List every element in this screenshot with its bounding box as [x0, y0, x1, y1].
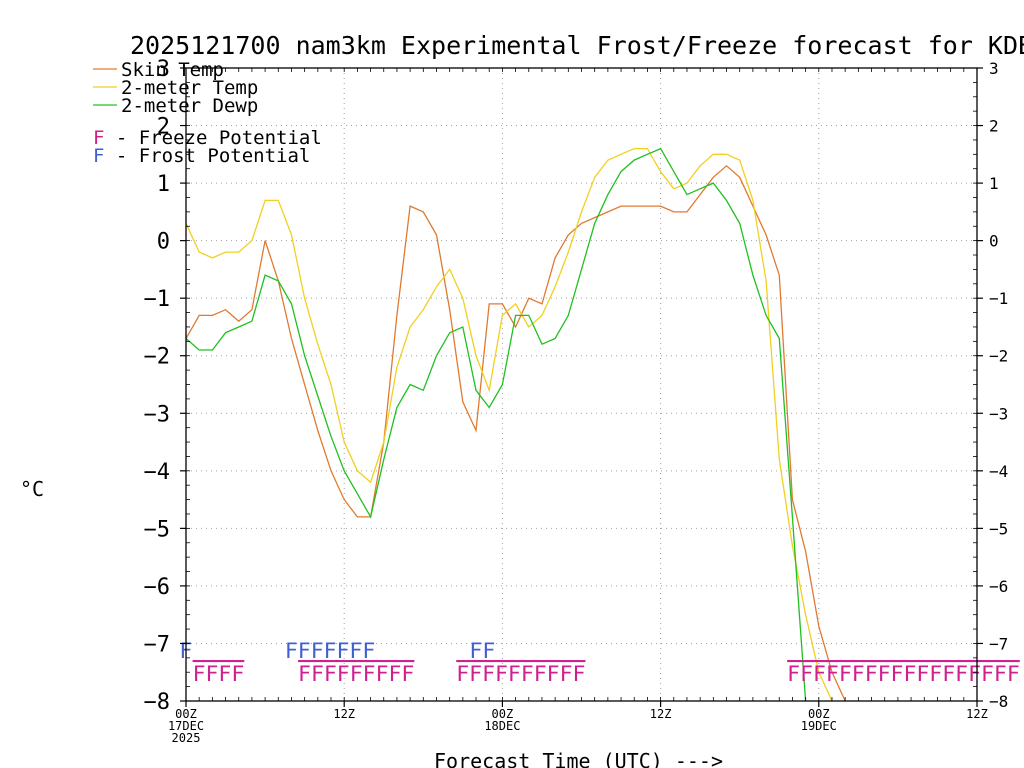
x-tick-label: 00Z — [492, 707, 514, 721]
freeze-potential-marker: FFFFFFFFFF — [456, 662, 585, 686]
series-lines — [186, 147, 846, 701]
x-tick-label: 18DEC — [484, 719, 520, 733]
series-line-skin-temp — [186, 164, 846, 701]
y-tick-label-right: −6 — [989, 577, 1008, 596]
y-axis-label: °C — [20, 477, 44, 501]
y-tick-label-right: 3 — [989, 59, 999, 78]
y-tick-label: −3 — [144, 402, 171, 427]
y-tick-label-right: 1 — [989, 174, 999, 193]
x-tick-label: 12Z — [966, 707, 988, 721]
y-tick-label-right: −4 — [989, 462, 1008, 481]
x-tick-label: 00Z — [175, 707, 197, 721]
y-tick-label-right: −8 — [989, 692, 1008, 711]
annotation-legend-label: - Frost Potential — [104, 145, 310, 167]
chart-title: 2025121700 nam3km Experimental Frost/Fre… — [130, 31, 1024, 60]
frost-potential-marker: FFFFFFF — [285, 639, 375, 663]
x-tick-label: 12Z — [650, 707, 672, 721]
annotation-legend-entry: F - Frost Potential — [93, 145, 310, 167]
freeze-potential-marker: FFFF — [193, 662, 245, 686]
y-tick-label: 3 — [157, 57, 170, 82]
axis-ticks: −8 −8 −7 −7 −6 −6 −5 −5 −4 −4 −3 −3 −2 −2 −1 −1 0 0 1 1 2 2 3 3… — [144, 57, 1009, 745]
y-tick-label-right: −3 — [989, 404, 1008, 423]
frost-potential-marker: FF — [469, 639, 495, 663]
y-tick-label-right: 2 — [989, 117, 999, 136]
freeze-potential-marker: FFFFFFFFFFFFFFFFFF — [787, 662, 1020, 686]
y-tick-label: −6 — [144, 575, 171, 600]
freeze-potential-marker: FFFFFFFFF — [298, 662, 414, 686]
y-tick-label-right: −7 — [989, 634, 1008, 653]
y-tick-label: −1 — [144, 287, 171, 312]
y-tick-label-right: −2 — [989, 347, 1008, 366]
series-line-2-meter-temp — [186, 147, 833, 701]
y-tick-label-right: −1 — [989, 289, 1008, 308]
x-tick-label: 2025 — [172, 731, 201, 745]
legend-label: 2-meter Temp — [121, 77, 258, 99]
legend-label: 2-meter Dewp — [121, 95, 258, 117]
annotation-legend-entry: F - Freeze Potential — [93, 127, 322, 149]
y-tick-label: −5 — [144, 517, 171, 542]
x-tick-label: 12Z — [333, 707, 355, 721]
y-tick-label-right: 0 — [989, 232, 999, 251]
y-tick-label: −7 — [144, 632, 171, 657]
y-tick-label: −4 — [144, 460, 171, 485]
y-tick-label: −8 — [144, 690, 171, 715]
x-tick-label: 17DEC — [168, 719, 204, 733]
grid — [186, 68, 977, 701]
y-tick-label: 2 — [157, 115, 170, 140]
annotation-legend-label: - Freeze Potential — [104, 127, 321, 149]
x-tick-label: 00Z — [808, 707, 830, 721]
x-tick-label: 19DEC — [801, 719, 837, 733]
legend-label: Skin Temp — [121, 59, 224, 81]
y-tick-label-right: −5 — [989, 519, 1008, 538]
y-tick-label: 0 — [157, 230, 170, 255]
annotation-legend-letter: F — [93, 127, 104, 149]
annotations: FFFF FFFFFFFFF FFFFFFFFFF FFFFFFFFFFFFFFFFF… — [179, 639, 1019, 686]
x-axis-label: Forecast Time (UTC) ---> — [434, 749, 723, 768]
annotation-legend-letter: F — [93, 145, 104, 167]
series-line-2-meter-dewp — [186, 147, 807, 701]
y-tick-label: −2 — [144, 345, 171, 370]
y-tick-label: 1 — [157, 172, 170, 197]
